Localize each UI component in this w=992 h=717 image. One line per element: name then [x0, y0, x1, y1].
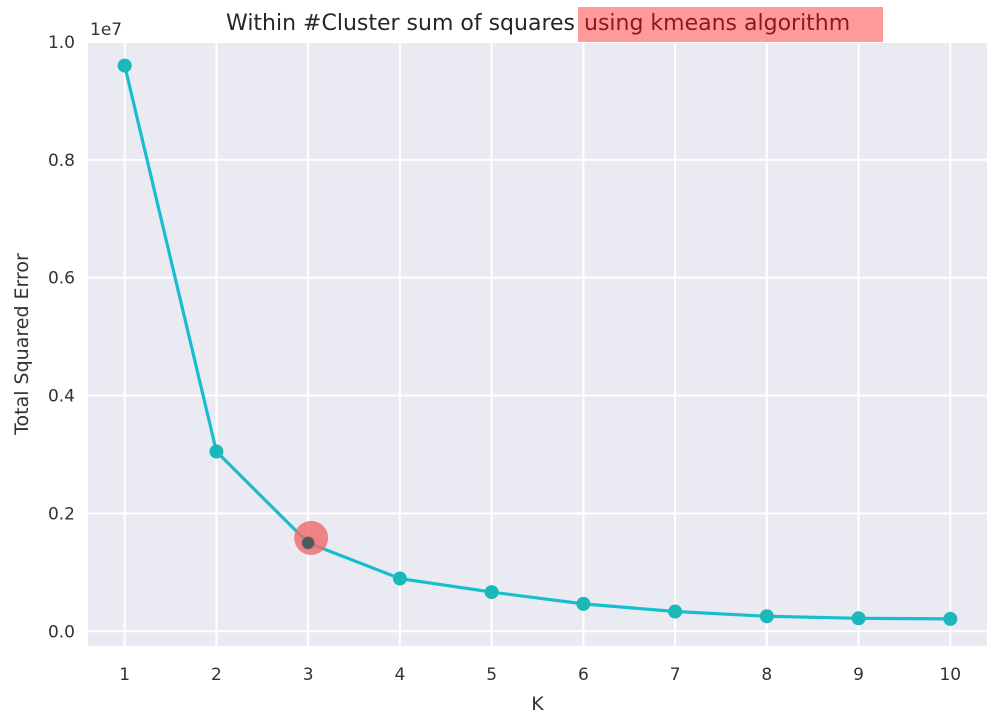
y-tick-label: 0.2: [48, 504, 75, 524]
data-point: [209, 444, 224, 459]
title-highlight-box: [578, 7, 883, 42]
data-point: [943, 611, 958, 626]
y-tick-label: 0.8: [48, 151, 75, 171]
x-tick-labels: 1 2 3 4 5 6 7 8 9 10: [119, 665, 961, 685]
y-tick-label: 0.4: [48, 387, 75, 407]
data-point: [392, 571, 407, 586]
y-tick-label: 0.0: [48, 622, 75, 642]
data-point: [484, 585, 499, 600]
x-tick-label: 5: [486, 665, 497, 685]
x-tick-label: 9: [853, 665, 864, 685]
y-axis-label: Total Squared Error: [11, 253, 33, 436]
y-offset-label: 1e7: [90, 20, 122, 40]
data-point: [576, 596, 591, 611]
chart-title-highlight: using kmeans algorithm: [584, 11, 850, 36]
x-tick-label: 6: [578, 665, 589, 685]
y-tick-label: 0.6: [48, 269, 75, 289]
data-point: [668, 604, 683, 619]
x-tick-label: 1: [119, 665, 130, 685]
data-point: [759, 609, 774, 624]
x-tick-label: 10: [939, 665, 961, 685]
x-tick-label: 2: [211, 665, 222, 685]
annotation-group: [294, 520, 329, 555]
x-tick-label: 7: [670, 665, 681, 685]
data-point: [851, 611, 866, 626]
elbow-data-point: [302, 536, 315, 549]
x-tick-label: 3: [303, 665, 314, 685]
y-tick-label: 1.0: [48, 33, 75, 53]
chart-title: Within #Cluster sum of squares: [226, 11, 575, 36]
series-line: [123, 65, 951, 621]
y-tick-labels: 0.0 0.2 0.4 0.6 0.8 1.0: [48, 33, 75, 642]
grid: [88, 41, 987, 646]
x-axis-label: K: [531, 693, 544, 715]
data-point: [117, 58, 132, 73]
plot-area: [88, 42, 987, 646]
x-tick-label: 4: [394, 665, 405, 685]
x-tick-label: 8: [761, 665, 772, 685]
